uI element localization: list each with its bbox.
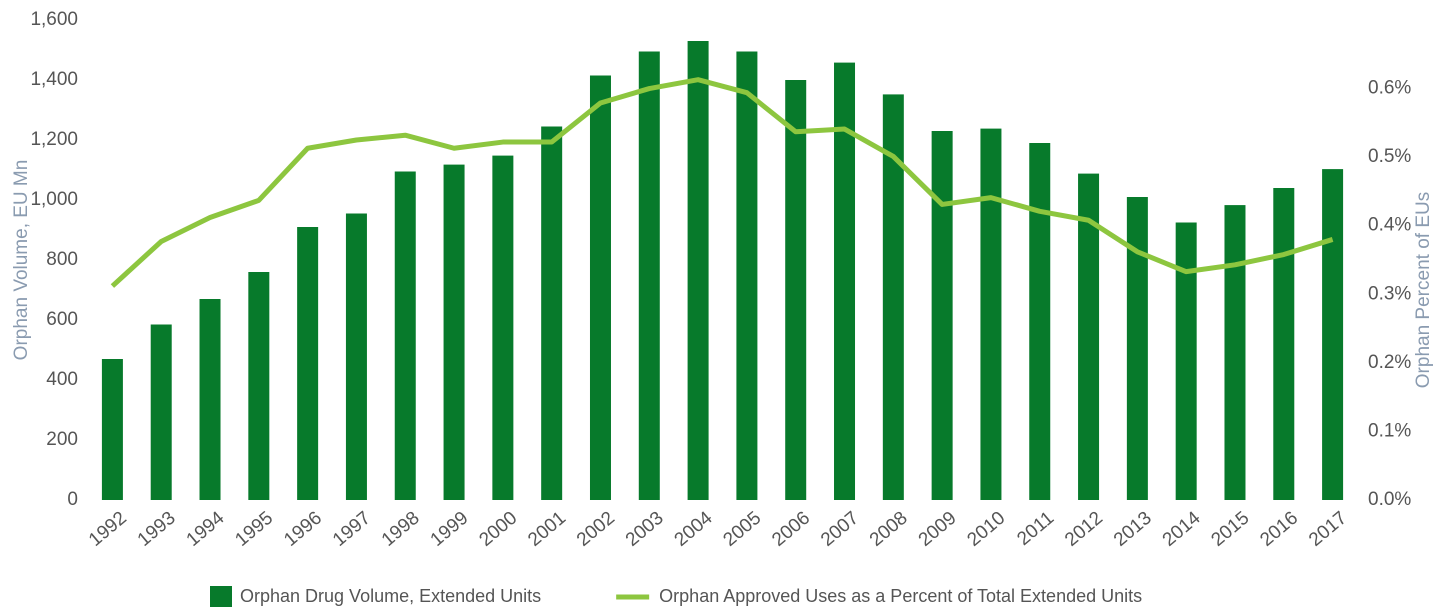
x-tick-label: 1994 — [183, 507, 229, 551]
x-tick-label: 2008 — [866, 508, 912, 551]
bar — [394, 171, 416, 500]
bar — [345, 213, 367, 500]
x-tick-label: 1993 — [134, 508, 180, 551]
x-tick-label: 2013 — [1110, 508, 1156, 551]
x-tick-label: 2007 — [817, 508, 863, 551]
bar — [980, 128, 1002, 500]
bar — [1322, 169, 1344, 500]
bar — [1078, 173, 1100, 500]
y-axis-label: Orphan Volume, EU Mn — [11, 160, 32, 361]
bar — [1175, 222, 1197, 500]
bar — [1273, 188, 1295, 500]
y-tick-label: 1,400 — [30, 69, 78, 90]
x-tick-label: 2017 — [1305, 508, 1351, 551]
bar — [882, 94, 904, 501]
bar — [589, 75, 611, 500]
y-tick-label: 0 — [67, 489, 78, 510]
x-tick-label: 2001 — [524, 508, 570, 551]
y2-tick-label: 0.6% — [1368, 78, 1411, 99]
y2-tick-label: 0.3% — [1368, 283, 1411, 304]
x-tick-label: 2003 — [622, 508, 668, 551]
x-tick-label: 2015 — [1208, 508, 1254, 551]
bar — [1224, 205, 1246, 500]
x-tick-label: 2005 — [719, 508, 765, 551]
x-tick-label: 2002 — [573, 508, 619, 551]
x-tick-label: 2009 — [915, 508, 961, 551]
y2-tick-label: 0.0% — [1368, 489, 1411, 510]
legend-swatch — [210, 586, 232, 607]
x-tick-label: 2010 — [963, 508, 1009, 551]
y-tick-label: 200 — [46, 429, 78, 450]
line — [110, 77, 1334, 288]
x-tick-label: 1998 — [378, 508, 424, 551]
legend-label: Orphan Drug Volume, Extended Units — [240, 586, 541, 606]
bar — [443, 164, 465, 500]
y-tick-label: 400 — [46, 369, 78, 390]
y-tick-label: 1,600 — [30, 9, 78, 30]
y2-tick-label: 0.4% — [1368, 215, 1411, 236]
legend-label: Orphan Approved Uses as a Percent of Tot… — [659, 586, 1142, 606]
y2-tick-label: 0.2% — [1368, 352, 1411, 373]
y-tick-label: 1,200 — [30, 129, 78, 150]
x-tick-label: 2014 — [1159, 507, 1205, 551]
y2-tick-label: 0.5% — [1368, 146, 1411, 167]
x-tick-label: 1996 — [280, 508, 326, 551]
x-tick-label: 2011 — [1013, 508, 1058, 550]
bar — [101, 359, 123, 500]
y2-axis-label: Orphan Percent of EUs — [1413, 192, 1434, 388]
x-tick-label: 2000 — [475, 508, 521, 551]
x-tick-label: 2004 — [671, 507, 717, 551]
x-tick-label: 2012 — [1061, 508, 1107, 551]
bar — [638, 51, 660, 500]
x-tick-label: 2006 — [768, 508, 814, 551]
x-tick-label: 1997 — [329, 508, 375, 551]
bar — [1126, 197, 1148, 500]
x-tick-label: 2016 — [1256, 508, 1302, 551]
y-tick-label: 800 — [46, 249, 78, 270]
x-tick-label: 1995 — [231, 508, 277, 551]
x-tick-label: 1992 — [85, 508, 131, 551]
bar — [834, 62, 856, 500]
x-tick-label: 1999 — [427, 508, 473, 551]
bar — [150, 324, 172, 500]
bar — [492, 155, 514, 500]
bar — [248, 272, 270, 500]
bar — [687, 41, 709, 500]
y-tick-label: 1,000 — [30, 189, 78, 210]
bar — [931, 131, 953, 500]
bar — [785, 80, 807, 500]
bar — [199, 299, 221, 500]
y2-tick-label: 0.1% — [1368, 420, 1411, 441]
y-tick-label: 600 — [46, 309, 78, 330]
bar — [541, 126, 563, 500]
bar — [736, 51, 758, 500]
bar — [1029, 143, 1051, 500]
bar — [297, 227, 319, 500]
